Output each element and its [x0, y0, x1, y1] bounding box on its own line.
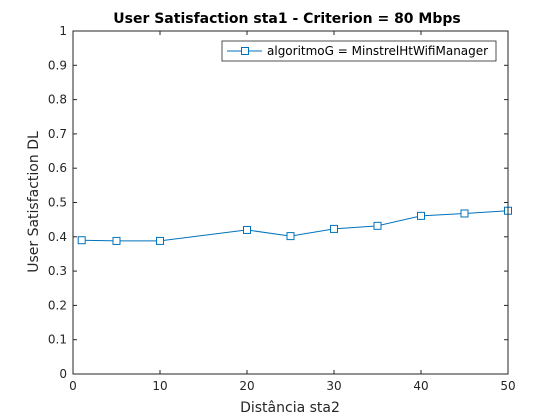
- y-tick-label: 0.6: [48, 161, 67, 175]
- y-tick-label: 0.8: [48, 93, 67, 107]
- series-line: [81, 210, 509, 242]
- series-layer: [77, 206, 512, 245]
- y-axis-ticks: 0 0.1 0.2 0.3 0.4 0.5 0.6 0.7 0.8 0.9 1: [48, 24, 508, 381]
- data-point-marker: [460, 209, 469, 218]
- data-point-marker: [330, 224, 338, 233]
- x-tick-label: 20: [239, 379, 254, 393]
- legend-box: [221, 40, 497, 62]
- y-tick-label: 1: [59, 24, 67, 38]
- x-tick-label: 10: [152, 379, 167, 393]
- x-axis-label: Distância sta2: [240, 400, 340, 416]
- y-tick-label: 0.1: [48, 333, 67, 347]
- data-point-marker: [112, 236, 121, 245]
- data-point-marker: [373, 221, 382, 230]
- legend: algoritmoG = MinstrelHtWifiManager: [221, 40, 497, 62]
- legend-marker-square: [241, 47, 249, 55]
- data-point-marker: [243, 225, 251, 234]
- plot-area: [73, 31, 508, 374]
- data-point-marker: [286, 232, 295, 241]
- plot-box: [72, 30, 509, 375]
- x-tick-label: 30: [326, 379, 341, 393]
- legend-entry-label: algoritmoG = MinstrelHtWifiManager: [267, 44, 488, 58]
- y-tick-label: 0.3: [48, 264, 67, 278]
- x-axis-ticks: 0 10 20 30 40 50: [69, 31, 516, 393]
- y-tick-label: 0.9: [48, 58, 67, 72]
- y-tick-label: 0.5: [48, 196, 67, 210]
- y-tick-label: 0: [59, 367, 67, 381]
- x-tick-label: 50: [500, 379, 515, 393]
- chart-title: User Satisfaction sta1 - Criterion = 80 …: [113, 11, 460, 27]
- y-tick-label: 0.2: [48, 298, 67, 312]
- x-tick-label: 40: [413, 379, 428, 393]
- y-axis-label: User Satisfaction DL: [26, 131, 42, 273]
- data-point-marker: [77, 236, 86, 245]
- y-tick-label: 0.7: [48, 127, 67, 141]
- data-point-marker: [417, 211, 425, 220]
- y-tick-label: 0.4: [48, 230, 67, 244]
- data-point-marker: [156, 236, 164, 245]
- x-tick-label: 0: [69, 379, 77, 393]
